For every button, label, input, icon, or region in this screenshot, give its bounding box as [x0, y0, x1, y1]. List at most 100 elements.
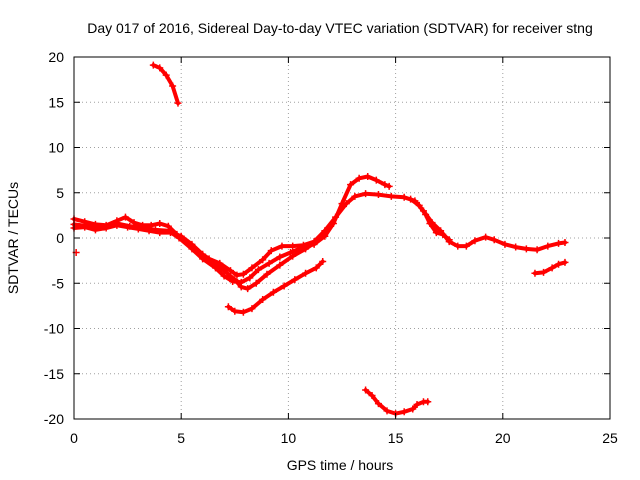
data-point	[199, 255, 207, 263]
series-line	[363, 388, 430, 416]
data-point	[85, 222, 93, 230]
grid	[74, 57, 610, 419]
data-point	[237, 278, 245, 286]
data-point	[169, 82, 177, 90]
data-point	[321, 232, 329, 240]
data-point	[252, 279, 260, 287]
y-tick-label: 20	[48, 49, 64, 65]
tick-labels: 0 5 10 15 20 25 -20 -15 -10 -5 0 5 10 15 20	[44, 49, 618, 446]
y-tick-label: 5	[56, 185, 64, 201]
y-tick-label: -15	[44, 366, 64, 382]
data-point	[220, 272, 228, 280]
data-point	[415, 201, 423, 209]
data-point	[302, 269, 310, 277]
data-point	[439, 230, 447, 238]
data-point	[381, 181, 389, 189]
data-point	[501, 240, 509, 248]
data-point	[233, 271, 241, 279]
data-point	[329, 220, 337, 228]
data-point	[156, 64, 164, 72]
x-tick-label: 0	[70, 430, 78, 446]
data-point	[151, 226, 159, 234]
data-point	[291, 276, 299, 284]
data-point	[246, 274, 254, 282]
data-point	[531, 269, 539, 277]
y-tick-label: 10	[48, 140, 64, 156]
data-point	[139, 223, 147, 231]
y-tick-label: -10	[44, 321, 64, 337]
data-point	[263, 270, 271, 278]
data-point	[490, 236, 498, 244]
data-point	[276, 261, 284, 269]
series-arc-6	[362, 386, 432, 418]
x-tick-label: 25	[602, 430, 618, 446]
data-point	[407, 195, 415, 203]
data-point	[540, 268, 548, 276]
series-arc-4	[70, 172, 393, 286]
x-tick-label: 10	[281, 430, 297, 446]
data-point	[162, 71, 170, 79]
data-point	[248, 305, 256, 313]
data-point	[454, 242, 462, 250]
series-arc-5	[224, 258, 327, 316]
series-line	[151, 63, 180, 106]
data-point	[512, 243, 520, 251]
y-tick-label: -5	[52, 275, 65, 291]
data-point	[400, 408, 408, 416]
data-point	[121, 213, 129, 221]
data-point	[276, 253, 284, 261]
data-point	[126, 222, 134, 230]
data-point	[445, 236, 453, 244]
data-point	[522, 245, 530, 253]
data-point	[280, 282, 288, 290]
y-axis-label: SDTVAR / TECUs	[5, 182, 21, 294]
data-point	[113, 220, 121, 228]
data-point	[368, 391, 376, 399]
data-point	[267, 247, 275, 255]
data-point	[471, 237, 479, 245]
data-point	[227, 267, 235, 275]
data-point	[229, 277, 237, 285]
data-point	[351, 192, 359, 200]
data-point	[338, 200, 346, 208]
data-point	[259, 296, 267, 304]
data-point	[364, 172, 372, 180]
x-tick-label: 20	[495, 430, 511, 446]
data-point	[400, 193, 408, 201]
data-point	[259, 256, 267, 264]
data-point	[544, 242, 552, 250]
data-point	[175, 234, 183, 242]
data-point	[555, 260, 563, 268]
data-point	[383, 407, 391, 415]
data-point	[174, 99, 182, 107]
data-point	[424, 398, 432, 406]
data-point	[244, 285, 252, 293]
data-point	[409, 405, 417, 413]
data-point	[561, 258, 569, 266]
data-point	[265, 259, 273, 267]
data-point	[100, 223, 108, 231]
data-point	[289, 252, 297, 260]
data-point	[413, 401, 421, 409]
data-point	[312, 264, 320, 272]
data-point	[372, 176, 380, 184]
series-arc-8	[531, 258, 569, 277]
y-tick-label: -20	[44, 411, 64, 427]
x-axis-label: GPS time / hours	[287, 457, 394, 473]
data-point	[248, 264, 256, 272]
data-point	[239, 270, 247, 278]
data-point	[533, 246, 541, 254]
data-point	[387, 192, 395, 200]
chart-title: Day 017 of 2016, Sidereal Day-to-day VTE…	[87, 20, 593, 36]
data-point	[299, 243, 307, 251]
data-point	[319, 258, 327, 266]
data-point	[156, 220, 164, 228]
data-point	[347, 181, 355, 189]
data-point	[426, 220, 434, 228]
data-point	[385, 182, 393, 190]
data-point	[149, 61, 157, 69]
data-point	[310, 240, 318, 248]
series-arc-1	[149, 61, 182, 107]
series-line	[72, 174, 392, 285]
